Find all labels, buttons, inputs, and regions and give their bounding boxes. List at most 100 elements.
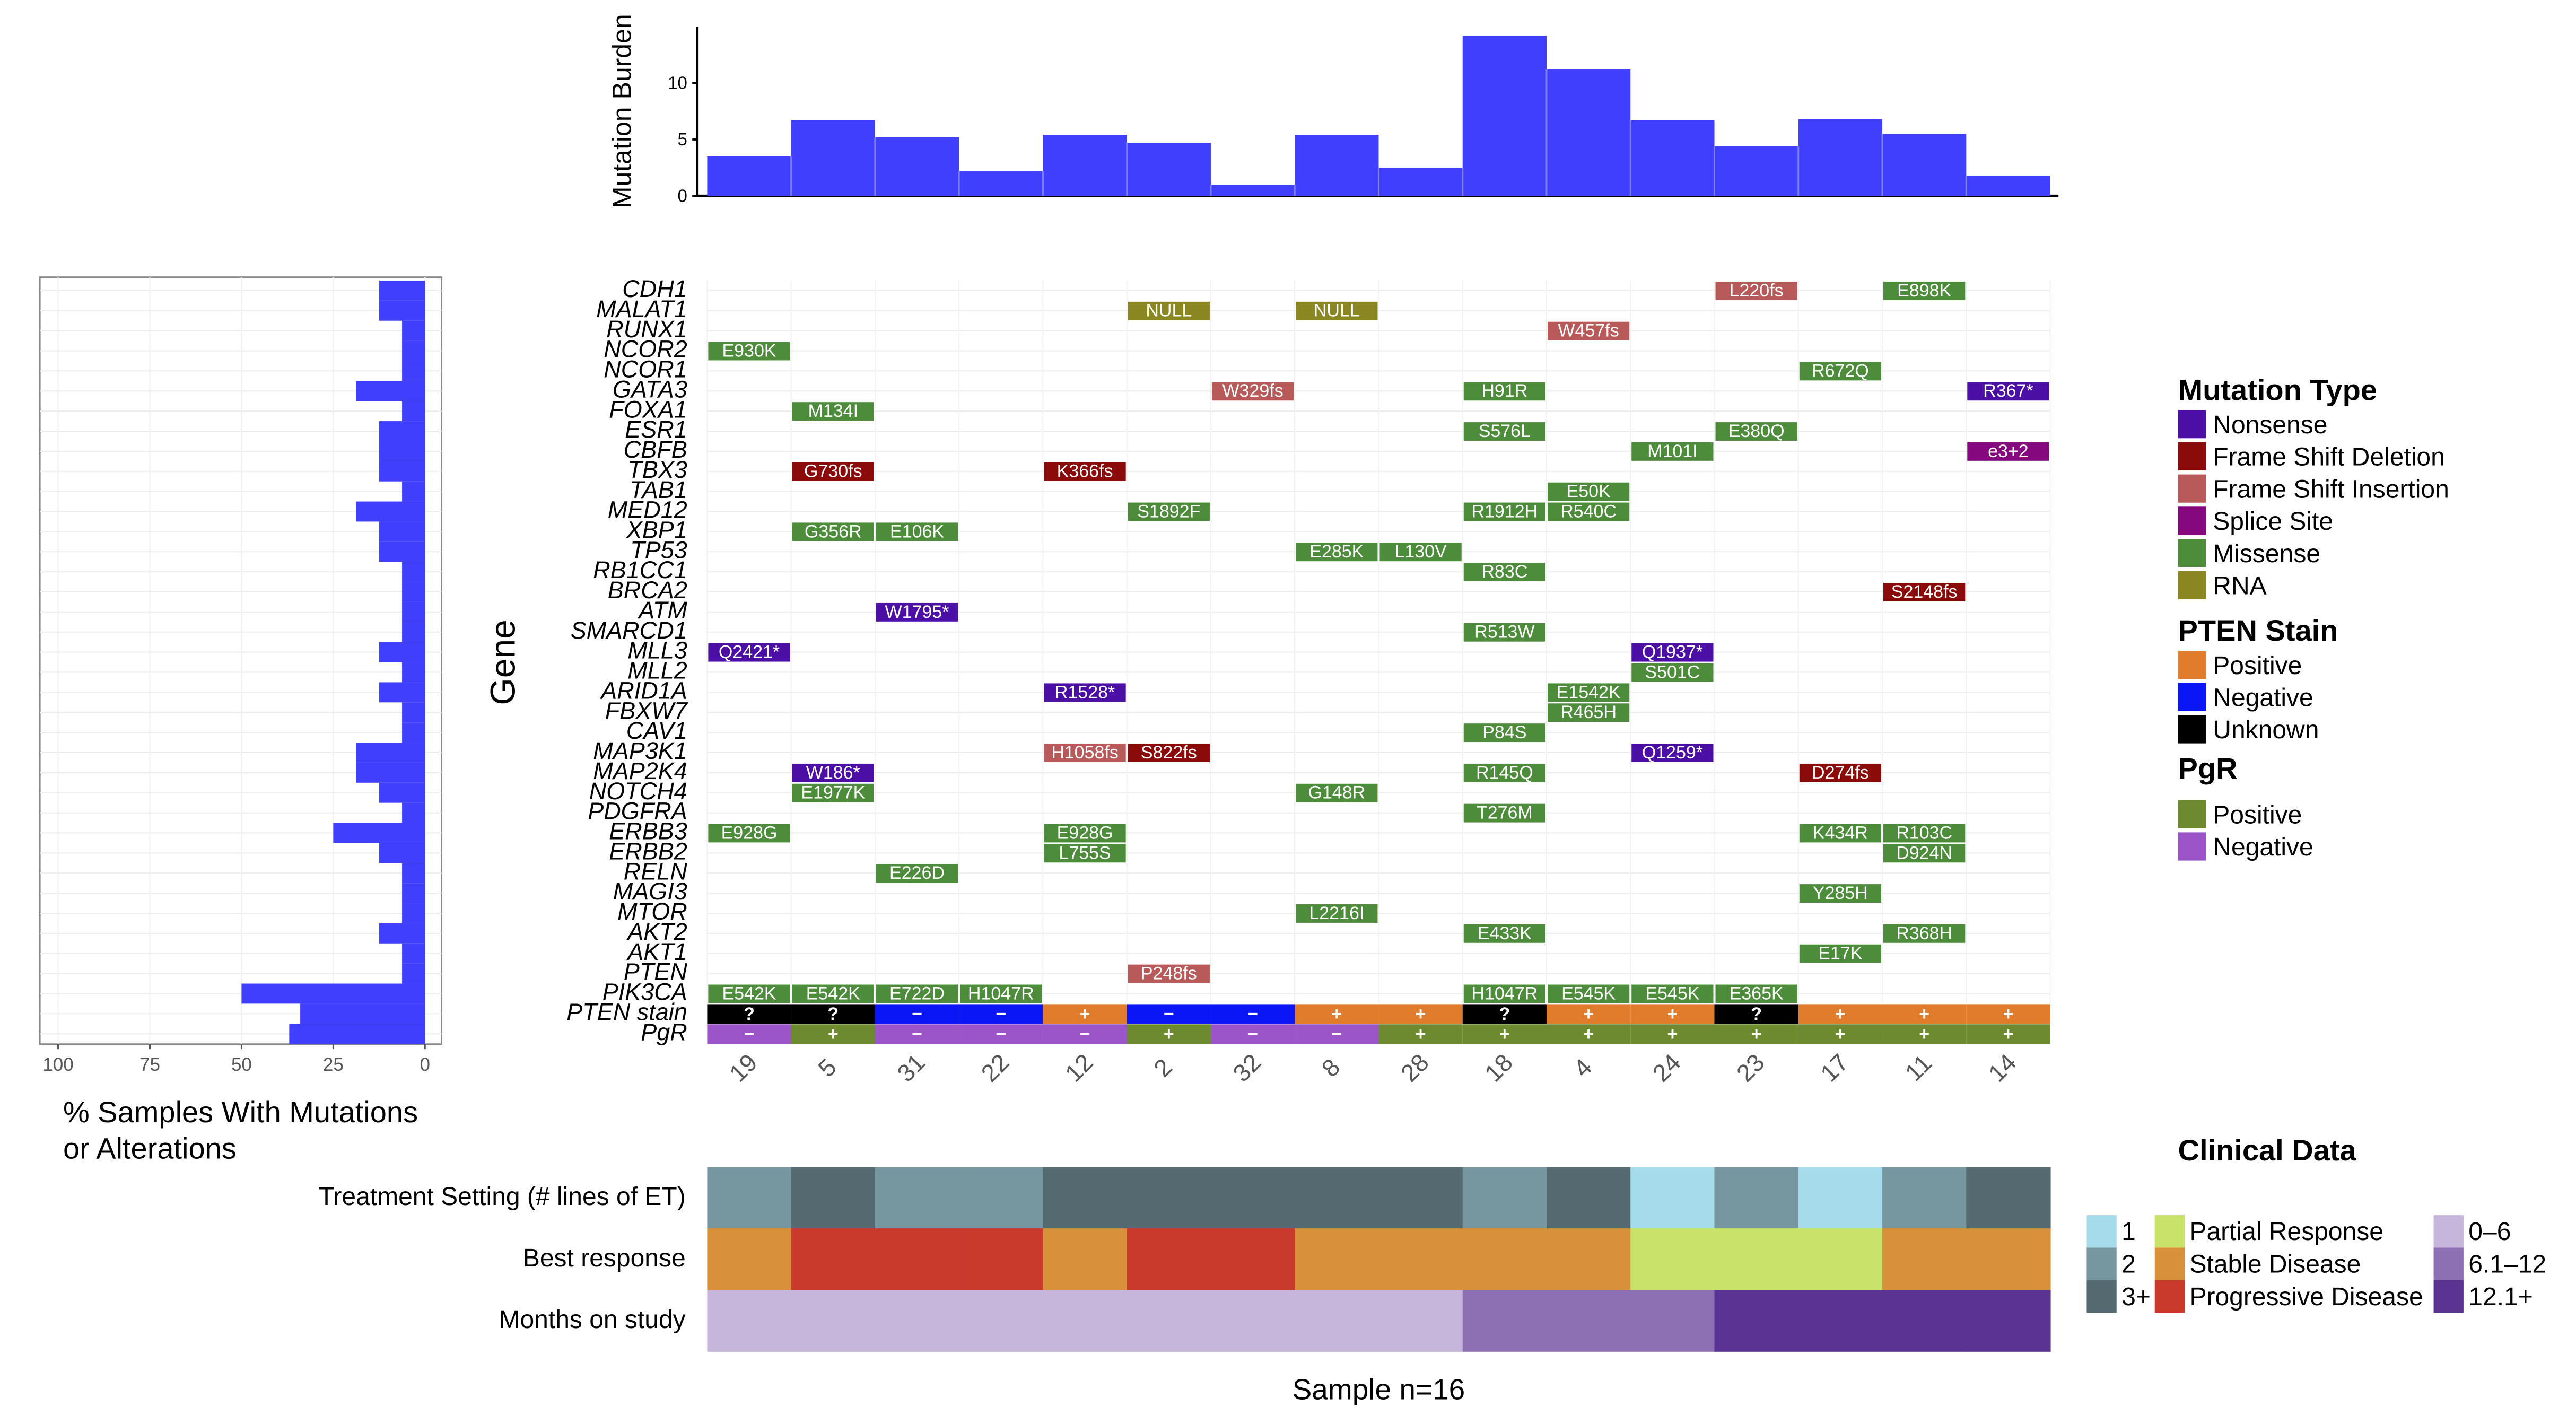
months-legend-label: 12.1+ [2468, 1283, 2533, 1311]
percent-bar [300, 1003, 425, 1024]
mutation-label: E226D [889, 863, 945, 883]
mutation-type-legend-title: Mutation Type [2178, 373, 2377, 406]
mutation-label: E285K [1309, 541, 1364, 562]
clinical-cell [1295, 1167, 1379, 1229]
burden-bar [1043, 135, 1127, 196]
mutation-type-legend-label: Nonsense [2213, 411, 2327, 439]
response-legend-label: Partial Response [2189, 1218, 2383, 1246]
clinical-cell [707, 1228, 792, 1291]
gene-label: TBX3 [627, 456, 687, 483]
clinical-cell [1043, 1290, 1128, 1352]
gene-label: SMARCD1 [571, 617, 687, 644]
pgr-symbol: + [1919, 1024, 1929, 1044]
mutation-label: L220fs [1730, 281, 1784, 301]
mutation-cell [1967, 382, 2049, 401]
pgr-symbol: − [912, 1024, 922, 1044]
mutation-cell [792, 763, 874, 782]
clinical-row-label: Treatment Setting (# lines of ET) [319, 1183, 686, 1211]
mutation-label: R1528* [1055, 682, 1115, 702]
pten-stain-symbol: + [1080, 1004, 1090, 1024]
pgr-symbol: + [828, 1024, 839, 1044]
gene-label: NCOR2 [604, 336, 687, 363]
pgr-cell [959, 1024, 1043, 1044]
percent-x-tick-label: 100 [42, 1054, 73, 1075]
percent-bar [379, 280, 425, 301]
mutation-type-legend-swatch [2178, 410, 2206, 439]
mutation-cell [1967, 442, 2049, 461]
mutation-cell [1044, 824, 1126, 843]
pten-stain-legend-label: Unknown [2213, 716, 2319, 744]
mutation-cell [1883, 924, 1966, 943]
clinical-cell [1295, 1290, 1379, 1352]
pten-stain-cell [1127, 1004, 1211, 1024]
sample-tick-label: 4 [1568, 1053, 1597, 1082]
mutation-cell [1547, 502, 1630, 521]
percent-bar [333, 823, 425, 843]
pten-stain-cell [1462, 1004, 1547, 1024]
gene-label: PDGFRA [588, 798, 687, 825]
mutation-cell [708, 824, 790, 843]
percent-bar [402, 702, 425, 723]
burden-bar [707, 156, 791, 196]
clinical-cell [1378, 1167, 1463, 1229]
percent-x-tick-label: 0 [420, 1054, 430, 1075]
treatment-legend-label: 1 [2121, 1218, 2136, 1246]
pten-stain-row-label: PTEN stain [566, 998, 687, 1025]
pten-stain-cell [1630, 1004, 1715, 1024]
mutation-type-legend-swatch [2178, 442, 2206, 471]
mutation-label: L130V [1394, 541, 1447, 562]
pgr-cell [1378, 1024, 1463, 1044]
pten-stain-legend-swatch [2178, 683, 2206, 711]
pgr-symbol: − [744, 1024, 755, 1044]
treatment-legend-label: 3+ [2121, 1283, 2151, 1311]
mutation-cell [1715, 281, 1797, 300]
clinical-cell [1630, 1290, 1715, 1352]
pgr-symbol: − [1247, 1024, 1258, 1044]
pgr-symbol: − [1331, 1024, 1342, 1044]
burden-bar [1714, 146, 1798, 196]
pgr-cell [1882, 1024, 1967, 1044]
mutation-label: K366fs [1057, 461, 1113, 482]
burden-bar [791, 120, 875, 196]
gene-label: ESR1 [625, 416, 687, 443]
pten-stain-cell [1882, 1004, 1967, 1024]
months-legend-swatch [2433, 1247, 2464, 1280]
pgr-cell [707, 1024, 791, 1044]
clinical-cell [791, 1290, 876, 1352]
mutation-label: Q1259* [1642, 743, 1703, 763]
legend: Mutation Type Nonsense Frame Shift Deletio… [2086, 373, 2546, 1313]
mutation-label: Q1937* [1642, 642, 1703, 662]
pten-stain-cell [1210, 1004, 1295, 1024]
mutation-cell [1547, 482, 1630, 501]
response-legend-swatch [2154, 1215, 2185, 1248]
pten-stain-cell [1966, 1004, 2050, 1024]
pten-stain-symbol: + [1919, 1004, 1929, 1024]
pten-stain-legend-title: PTEN Stain [2178, 614, 2338, 647]
gene-label: MAP3K1 [593, 737, 687, 764]
clinical-cell [1966, 1167, 2051, 1229]
clinical-cell [1546, 1290, 1631, 1352]
mutation-cell [1463, 763, 1545, 782]
mutation-cell [1883, 583, 1966, 601]
pgr-symbol: + [1835, 1024, 1846, 1044]
mutation-cell [1547, 703, 1630, 722]
mutation-label: R103C [1896, 823, 1952, 843]
pgr-symbol: + [1499, 1024, 1510, 1044]
sample-tick-label: 24 [1647, 1049, 1686, 1087]
mutation-label: M101I [1647, 441, 1698, 461]
mutation-label: E1977K [801, 783, 865, 803]
burden-y-tick-label: 10 [668, 73, 687, 93]
mutation-cell [792, 402, 874, 421]
burden-bar [1630, 120, 1715, 196]
percent-bar [289, 1024, 425, 1044]
percent-axis-title-line2: or Alterations [63, 1132, 237, 1165]
gene-label: ERBB3 [609, 818, 687, 845]
mutation-label: R145Q [1476, 763, 1533, 783]
sample-tick-label: 8 [1316, 1053, 1346, 1082]
gene-label: RB1CC1 [593, 556, 687, 583]
mutation-label: D274fs [1812, 763, 1869, 783]
mutation-cell [708, 643, 790, 662]
mutation-cell [1547, 683, 1630, 702]
clinical-cell [1043, 1228, 1128, 1291]
burden-bar [1546, 69, 1631, 196]
